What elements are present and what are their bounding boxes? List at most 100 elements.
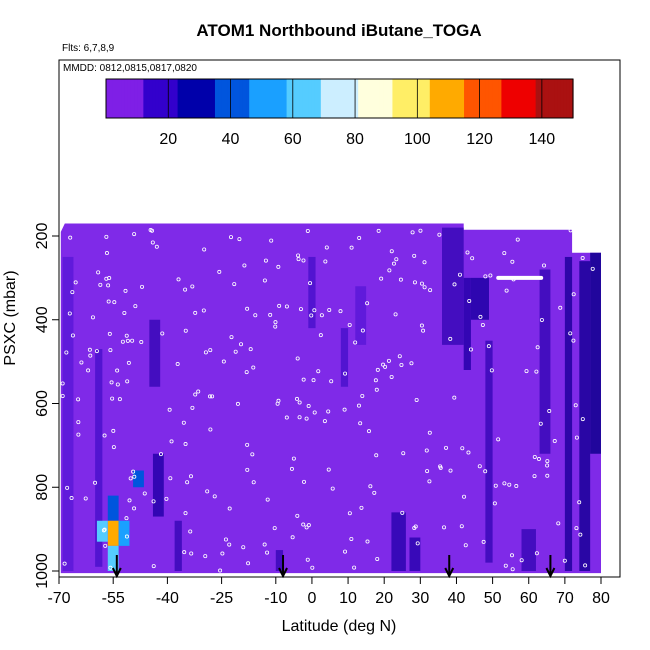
colorbar-segment	[180, 79, 185, 118]
colorbar-segment	[155, 79, 160, 118]
colorbar-segment	[420, 79, 425, 118]
sample-point	[365, 539, 370, 544]
arrow-head	[545, 567, 556, 579]
colorbar-segment	[186, 79, 191, 118]
colorbar-segment	[538, 79, 543, 118]
sample-point	[480, 322, 485, 327]
sample-point	[515, 237, 520, 242]
sample-point	[190, 284, 195, 289]
heatmap-cell	[442, 227, 464, 345]
colorbar-tick-label: 60	[284, 131, 302, 148]
colorbar-segment	[554, 79, 559, 118]
colorbar-segment	[152, 79, 157, 118]
colorbar-segment	[379, 79, 384, 118]
heatmap-cell	[521, 529, 536, 571]
heatmap-cell	[152, 453, 164, 517]
heatmap-cell	[62, 256, 74, 571]
sample-point	[467, 298, 472, 303]
sample-point	[70, 290, 75, 295]
sample-point	[590, 266, 595, 271]
colorbar-segment	[274, 79, 278, 118]
colorbar-segment	[460, 79, 465, 118]
sample-point	[353, 340, 358, 345]
colorbar-segment	[386, 79, 390, 118]
colorbar-segment	[457, 79, 462, 118]
sample-point	[394, 257, 399, 262]
sample-point	[558, 305, 563, 310]
sample-point	[93, 480, 98, 485]
heatmap-cell	[275, 550, 284, 571]
sample-point	[175, 362, 180, 367]
sample-point	[502, 481, 507, 486]
sample-point	[297, 415, 302, 420]
colorbar-segment	[401, 79, 406, 118]
heatmap-cell	[539, 269, 551, 454]
sample-point	[125, 379, 130, 384]
sample-point	[398, 277, 403, 282]
sample-point	[296, 253, 301, 258]
sample-point	[276, 398, 281, 403]
colorbar-segment	[470, 79, 474, 118]
sample-point	[419, 281, 424, 286]
sample-point	[248, 347, 253, 352]
colorbar-segment	[205, 79, 210, 118]
colorbar-segment	[208, 79, 213, 118]
sample-point	[132, 232, 137, 237]
sample-point	[242, 263, 247, 268]
colorbar-segment	[314, 79, 319, 118]
sample-point	[76, 397, 81, 402]
sample-point	[448, 468, 453, 473]
colorbar-segment	[218, 79, 222, 118]
sample-point	[107, 331, 112, 336]
x-tick-label: -25	[210, 590, 233, 607]
sample-point	[318, 333, 323, 338]
sample-point	[188, 474, 193, 479]
x-tick-label: 50	[484, 590, 502, 607]
colorbar-segment	[495, 79, 499, 118]
sample-point	[232, 282, 237, 287]
sample-point	[374, 387, 379, 392]
sample-point	[409, 361, 414, 366]
colorbar-segment	[311, 79, 316, 118]
sample-point	[70, 333, 75, 338]
x-tick-label: 0	[307, 590, 316, 607]
colorbar-segment	[560, 79, 565, 118]
sample-point	[545, 473, 550, 478]
sample-point	[183, 287, 188, 292]
x-tick-label: 80	[592, 590, 610, 607]
colorbar-segment	[143, 79, 148, 118]
colorbar-segment	[323, 79, 328, 118]
sample-point	[437, 232, 442, 237]
sample-point	[295, 356, 300, 361]
colorbar-segment	[165, 79, 169, 118]
sample-point	[366, 429, 371, 434]
sample-point	[124, 516, 129, 521]
colorbar-segment	[162, 79, 166, 118]
colorbar-segment	[373, 79, 378, 118]
sample-point	[253, 313, 258, 318]
colorbar-segment	[535, 79, 540, 118]
sample-point	[205, 489, 210, 494]
sample-point	[102, 433, 107, 438]
sample-point	[109, 380, 114, 385]
sample-point	[185, 480, 190, 485]
y-tick-label: 800	[34, 474, 51, 501]
colorbar-segment	[432, 79, 437, 118]
colorbar-segment	[183, 79, 188, 118]
heatmap-cell	[308, 256, 316, 329]
sample-point	[67, 311, 72, 316]
sample-point	[574, 435, 579, 440]
sample-point	[360, 328, 365, 333]
sample-point	[150, 240, 155, 245]
sample-track	[496, 275, 544, 280]
colorbar-segment	[392, 79, 397, 118]
sample-point	[120, 339, 125, 344]
x-tick-label: 60	[520, 590, 538, 607]
sample-point	[151, 564, 156, 569]
sample-point	[383, 364, 388, 369]
arrow-head	[444, 567, 455, 579]
y-tick-label: 1000	[34, 553, 51, 589]
sample-point	[503, 563, 508, 568]
sample-point	[504, 288, 509, 293]
sample-point	[76, 432, 81, 437]
